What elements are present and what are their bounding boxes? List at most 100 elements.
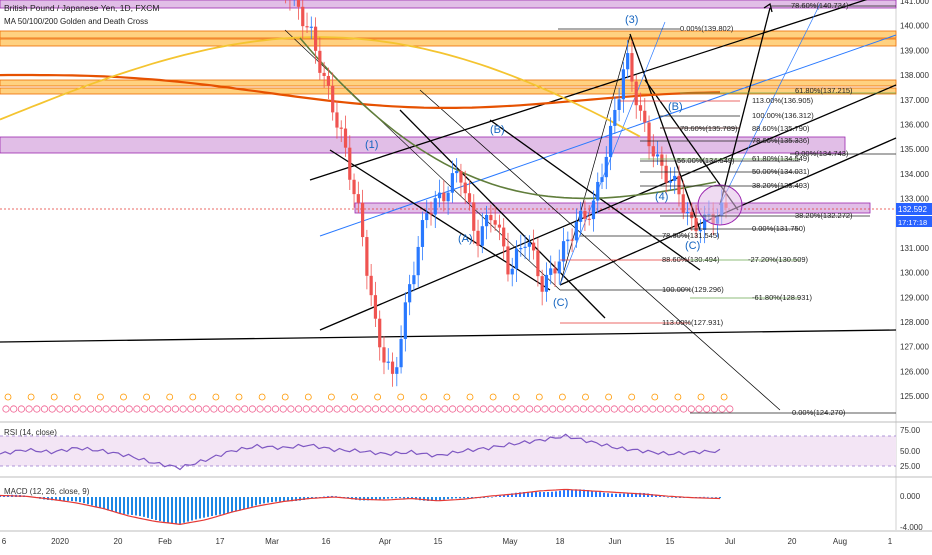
event-marker[interactable]: [202, 405, 210, 413]
event-marker[interactable]: [79, 405, 87, 413]
event-marker[interactable]: [235, 393, 243, 401]
event-marker[interactable]: [64, 405, 72, 413]
event-marker[interactable]: [25, 405, 33, 413]
event-marker[interactable]: [718, 405, 726, 413]
event-marker[interactable]: [387, 405, 395, 413]
event-marker[interactable]: [495, 405, 503, 413]
event-marker[interactable]: [533, 405, 541, 413]
event-marker[interactable]: [50, 393, 58, 401]
event-marker[interactable]: [697, 393, 705, 401]
event-marker[interactable]: [143, 393, 151, 401]
event-marker[interactable]: [379, 405, 387, 413]
event-marker[interactable]: [258, 393, 266, 401]
event-marker[interactable]: [726, 405, 734, 413]
event-marker[interactable]: [633, 405, 642, 413]
event-marker[interactable]: [564, 405, 572, 413]
event-marker[interactable]: [294, 405, 303, 413]
event-marker[interactable]: [117, 405, 126, 413]
event-marker[interactable]: [87, 405, 95, 413]
event-marker[interactable]: [395, 405, 403, 413]
event-marker[interactable]: [695, 405, 703, 413]
event-marker[interactable]: [166, 393, 174, 401]
event-marker[interactable]: [679, 405, 688, 413]
event-marker[interactable]: [628, 393, 636, 401]
event-marker[interactable]: [525, 405, 534, 413]
event-marker[interactable]: [110, 405, 118, 413]
event-marker[interactable]: [271, 405, 280, 413]
event-marker[interactable]: [256, 405, 264, 413]
event-marker[interactable]: [579, 405, 588, 413]
event-marker[interactable]: [674, 393, 682, 401]
event-marker[interactable]: [189, 393, 197, 401]
event-marker[interactable]: [464, 405, 472, 413]
event-marker[interactable]: [10, 405, 18, 413]
event-marker[interactable]: [618, 405, 626, 413]
event-marker[interactable]: [410, 405, 418, 413]
event-marker[interactable]: [649, 405, 657, 413]
event-marker[interactable]: [302, 405, 310, 413]
event-marker[interactable]: [210, 405, 218, 413]
event-marker[interactable]: [120, 393, 127, 401]
event-marker[interactable]: [327, 393, 335, 401]
event-marker[interactable]: [466, 393, 474, 401]
event-marker[interactable]: [502, 405, 511, 413]
event-marker[interactable]: [549, 405, 557, 413]
event-marker[interactable]: [233, 405, 241, 413]
event-marker[interactable]: [318, 405, 326, 413]
event-marker[interactable]: [218, 405, 226, 413]
event-marker[interactable]: [556, 405, 565, 413]
event-marker[interactable]: [489, 393, 497, 401]
event-marker[interactable]: [125, 405, 133, 413]
event-marker[interactable]: [248, 405, 256, 413]
event-marker[interactable]: [148, 405, 156, 413]
event-marker[interactable]: [479, 405, 487, 413]
event-marker[interactable]: [171, 405, 179, 413]
event-marker[interactable]: [710, 405, 719, 413]
event-marker[interactable]: [582, 393, 589, 401]
event-marker[interactable]: [656, 405, 665, 413]
event-marker[interactable]: [535, 393, 543, 401]
event-marker[interactable]: [402, 405, 410, 413]
event-marker[interactable]: [264, 405, 272, 413]
event-marker[interactable]: [2, 405, 10, 413]
event-marker[interactable]: [164, 405, 172, 413]
event-marker[interactable]: [595, 405, 603, 413]
event-marker[interactable]: [281, 393, 289, 401]
event-marker[interactable]: [518, 405, 526, 413]
event-marker[interactable]: [4, 393, 12, 401]
event-marker[interactable]: [241, 405, 249, 413]
event-marker[interactable]: [194, 405, 203, 413]
event-marker[interactable]: [97, 393, 104, 401]
event-marker[interactable]: [17, 405, 25, 413]
event-marker[interactable]: [304, 393, 312, 401]
event-marker[interactable]: [27, 393, 35, 401]
event-marker[interactable]: [651, 393, 659, 401]
event-marker[interactable]: [602, 405, 611, 413]
event-marker[interactable]: [225, 405, 233, 413]
event-marker[interactable]: [641, 405, 649, 413]
event-marker[interactable]: [341, 405, 349, 413]
event-marker[interactable]: [33, 405, 41, 413]
event-marker[interactable]: [212, 393, 220, 401]
event-marker[interactable]: [325, 405, 333, 413]
event-marker[interactable]: [48, 405, 56, 413]
event-marker[interactable]: [141, 405, 149, 413]
event-marker[interactable]: [133, 405, 141, 413]
event-marker[interactable]: [356, 405, 364, 413]
event-marker[interactable]: [605, 393, 612, 401]
event-marker[interactable]: [472, 405, 480, 413]
event-marker[interactable]: [420, 393, 428, 401]
event-marker[interactable]: [720, 393, 728, 401]
event-marker[interactable]: [441, 405, 449, 413]
event-marker[interactable]: [512, 393, 520, 401]
event-marker[interactable]: [56, 405, 64, 413]
event-marker[interactable]: [364, 405, 372, 413]
event-marker[interactable]: [448, 405, 457, 413]
event-marker[interactable]: [371, 405, 380, 413]
event-marker[interactable]: [510, 405, 518, 413]
event-marker[interactable]: [610, 405, 618, 413]
event-marker[interactable]: [40, 405, 49, 413]
event-marker[interactable]: [179, 405, 187, 413]
event-marker[interactable]: [456, 405, 464, 413]
